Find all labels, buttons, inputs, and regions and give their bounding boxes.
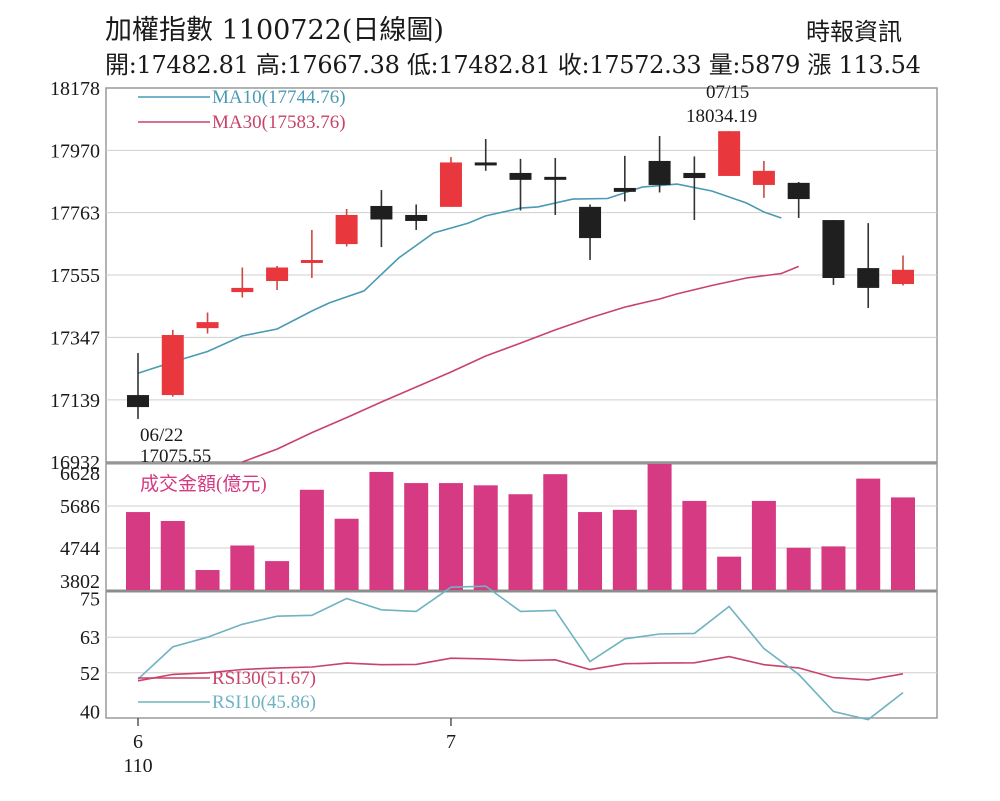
- candle-body: [787, 182, 810, 200]
- volume-bar: [717, 556, 742, 590]
- moving-average-lines: [137, 183, 800, 463]
- candle-body: [474, 162, 497, 166]
- volume-tick-label: 3802: [60, 571, 100, 593]
- source-label: 時報資訊: [806, 18, 902, 46]
- candle-body: [266, 267, 289, 282]
- rsi10-legend: RSI10(45.86): [212, 692, 316, 713]
- candlesticks: [127, 131, 914, 419]
- price-tick-label: 18178: [50, 78, 100, 100]
- volume-bar: [508, 494, 533, 590]
- candle-body: [892, 269, 914, 285]
- rsi-tick-label: 52: [80, 663, 100, 685]
- candle-body: [231, 287, 254, 293]
- volume-bar: [751, 500, 776, 590]
- candle-body: [718, 131, 741, 176]
- candle-body: [648, 160, 671, 185]
- rsi10-line: [137, 585, 904, 721]
- price-tick-label: 17347: [50, 327, 100, 349]
- volume-bar: [195, 570, 220, 590]
- volume-bar: [160, 520, 185, 590]
- legends: 成交金額(億元) MA10(17744.76) MA30(17583.76) RSI3…: [138, 87, 346, 713]
- candle-body: [196, 322, 219, 329]
- volume-bar: [473, 485, 498, 590]
- volume-bar: [578, 512, 603, 590]
- volume-tick-label: 5686: [60, 496, 100, 518]
- candle-body: [335, 214, 358, 245]
- high-value-label: 18034.19: [686, 106, 757, 127]
- price-tick-label: 17970: [50, 140, 100, 162]
- x-axis-labels: 611077/22: [123, 718, 456, 777]
- ma10-legend: MA10(17744.76): [212, 87, 346, 108]
- volume-bar: [369, 471, 394, 590]
- volume-bar: [891, 497, 915, 590]
- candle-body: [509, 172, 532, 180]
- ohlc-summary: 開:17482.81 高:17667.38 低:17482.81 收:17572…: [105, 51, 921, 79]
- low-date-label: 06/22: [140, 425, 183, 446]
- volume-tick-label: 4744: [60, 538, 100, 560]
- rsi-tick-label: 40: [80, 702, 100, 724]
- candle-body: [613, 187, 636, 192]
- price-tick-label: 17139: [50, 390, 100, 412]
- x-tick-label: 110: [123, 755, 152, 777]
- candle-body: [683, 172, 706, 179]
- ma30-legend: MA30(17583.76): [212, 112, 346, 133]
- candle-body: [161, 335, 184, 396]
- high-date-label: 07/15: [706, 82, 749, 103]
- price-tick-label: 17763: [50, 203, 100, 225]
- volume-bar: [230, 545, 255, 590]
- candle-body: [579, 206, 602, 239]
- rsi-tick-label: 75: [80, 588, 100, 610]
- candle-body: [405, 214, 428, 221]
- volume-bar: [299, 489, 324, 590]
- rsi30-legend: RSI30(51.67): [212, 668, 316, 689]
- candle-body: [752, 170, 775, 185]
- candle-body: [857, 268, 880, 288]
- x-tick-label: 7: [446, 731, 456, 753]
- volume-bar: [543, 474, 568, 590]
- volume-bar: [856, 478, 881, 590]
- grid-lines: [106, 149, 937, 674]
- volume-bar: [126, 512, 150, 590]
- rsi-lines: [137, 585, 904, 721]
- lower-panel-frame: [105, 462, 938, 719]
- candle-body: [300, 259, 323, 263]
- candle-body: [370, 205, 393, 220]
- volume-bars: [126, 464, 915, 590]
- volume-bar: [334, 518, 359, 590]
- panel-frames: [105, 87, 938, 719]
- volume-bar: [265, 561, 290, 590]
- chart-title: 加權指數 1100722(日線圖): [105, 15, 444, 46]
- candle-body: [544, 176, 567, 180]
- price-tick-label: 17555: [50, 265, 100, 287]
- volume-legend: 成交金額(億元): [140, 473, 267, 495]
- candle-body: [439, 162, 462, 207]
- volume-bar: [786, 547, 811, 590]
- x-tick-label: 6: [133, 731, 143, 753]
- ma30-line: [242, 265, 800, 463]
- rsi30-line: [137, 655, 904, 682]
- low-value-label: 17075.55: [140, 446, 211, 467]
- volume-bar: [438, 483, 463, 590]
- candle-body: [822, 220, 845, 279]
- volume-bar: [682, 500, 707, 590]
- volume-tick-label: 6628: [60, 463, 100, 485]
- volume-bar: [647, 464, 672, 590]
- volume-bar: [612, 509, 637, 590]
- rsi-tick-label: 63: [80, 627, 100, 649]
- volume-bar: [821, 546, 846, 590]
- price-tick-label: 16932: [50, 452, 100, 474]
- volume-bar: [404, 483, 429, 590]
- candle-body: [127, 395, 149, 408]
